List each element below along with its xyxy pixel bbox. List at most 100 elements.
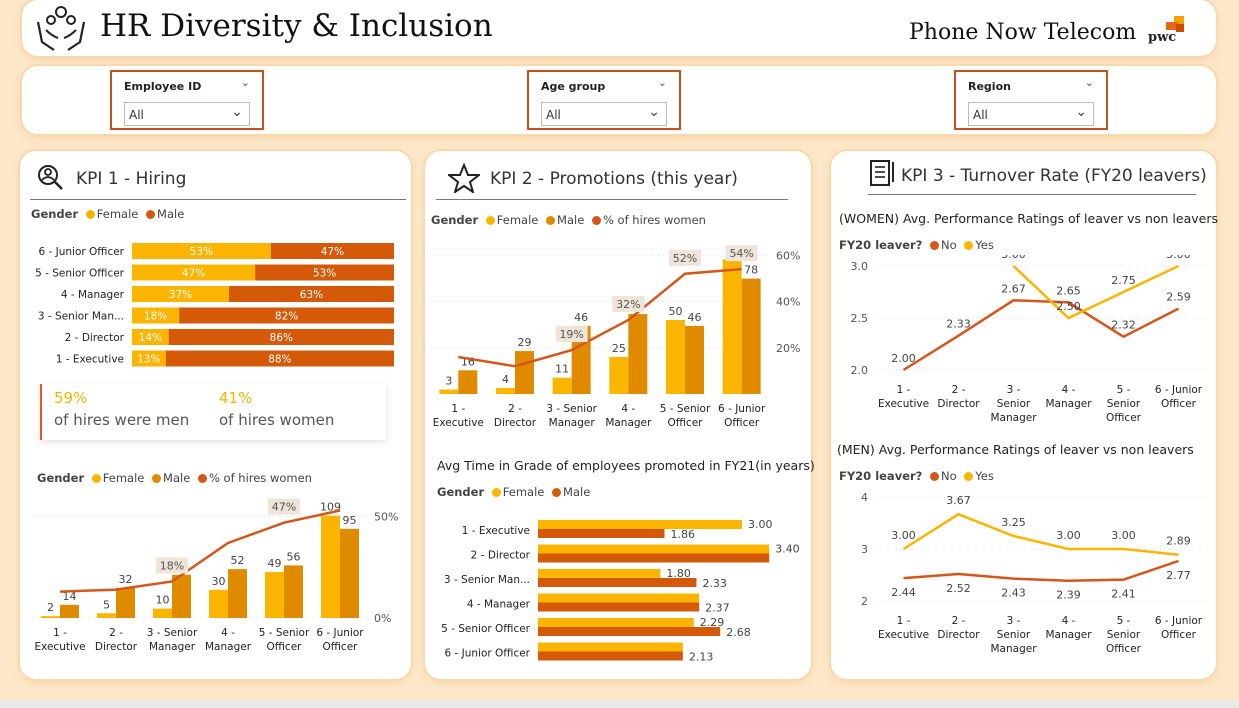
- male-bar: [741, 278, 761, 394]
- footer-strip: [0, 700, 1239, 708]
- yes-data-label: 3.67: [946, 494, 971, 507]
- divider: [868, 194, 1196, 195]
- line-data-label: 18%: [160, 559, 184, 572]
- avg-time-bar-chart: 1 - Executive 3.00 1.86 2 - Director 3.40 3 -…: [441, 518, 800, 664]
- female-data-label: 25: [612, 342, 626, 355]
- category-label: Officer: [323, 641, 359, 653]
- male-data-label: 86%: [270, 332, 293, 344]
- male-data-label: 53%: [313, 268, 336, 280]
- legend-pct-women: % of hires women: [602, 213, 706, 227]
- region-dropdown[interactable]: All ⌄: [968, 102, 1094, 126]
- no-data-label: 2.00: [891, 352, 916, 365]
- category-label: 5 - Senior: [259, 627, 310, 639]
- kpi1-legend: Gender Female Male: [31, 207, 184, 221]
- chevron-down-icon[interactable]: ⌄: [1075, 104, 1087, 120]
- male-bar: [538, 553, 770, 563]
- legend-no: No: [941, 469, 957, 483]
- yes-data-label: 2.89: [1166, 535, 1191, 548]
- yes-data-label: 3.00: [1111, 529, 1136, 542]
- legend-title: Gender: [31, 207, 79, 221]
- legend-no: No: [941, 238, 957, 252]
- employee-id-filter[interactable]: Employee ID ⌄ All ⌄: [110, 70, 264, 130]
- female-bar: [209, 589, 228, 618]
- female-data-label: 50: [669, 305, 683, 318]
- filter-value: All: [973, 108, 988, 122]
- y-tick-label: 3.0: [851, 260, 869, 273]
- region-filter[interactable]: Region ⌄ All ⌄: [954, 70, 1108, 130]
- male-bar: [628, 314, 648, 394]
- legend-male: Male: [157, 207, 185, 221]
- category-label: Manager: [990, 643, 1037, 655]
- male-bar: [172, 574, 191, 618]
- male-bar: [515, 351, 534, 394]
- male-bar: [168, 329, 394, 345]
- chevron-down-icon[interactable]: ⌄: [1084, 76, 1094, 89]
- category-label: Officer: [267, 641, 303, 653]
- yes-data-label: 3.00: [1166, 255, 1191, 261]
- women-hire-text: of hires women: [219, 411, 335, 429]
- category-label: Manager: [549, 417, 596, 429]
- y2-tick-label: 0%: [374, 612, 391, 625]
- avg-time-legend: Gender Female Male: [437, 485, 590, 499]
- female-data-label: 1.80: [666, 567, 691, 580]
- pwc-logo-text: pwc: [1148, 30, 1177, 45]
- category-label: Senior: [997, 629, 1031, 641]
- female-data-label: 47%: [182, 268, 205, 280]
- category-label: Officer: [1161, 629, 1197, 641]
- chevron-down-icon[interactable]: ⌄: [648, 104, 660, 120]
- female-data-label: 53%: [190, 246, 213, 258]
- category-label: 4 - Manager: [467, 599, 531, 611]
- male-bar: [116, 587, 135, 618]
- divider: [30, 199, 406, 200]
- female-bar: [496, 388, 515, 394]
- y2-tick-label: 60%: [776, 249, 800, 262]
- yes-series-line: [902, 512, 1179, 556]
- legend-female: Female: [496, 213, 539, 227]
- male-bar: [538, 602, 700, 612]
- age-group-dropdown[interactable]: All ⌄: [541, 102, 667, 126]
- y2-tick-label: 50%: [374, 511, 398, 524]
- kpi3-card: [831, 151, 1216, 679]
- no-data-label: 2.44: [891, 586, 916, 599]
- male-bar: [340, 528, 359, 618]
- category-label: 2 -: [952, 384, 966, 396]
- legend-female: Female: [102, 471, 145, 485]
- female-bar: [132, 329, 169, 345]
- category-label: 3 -: [1007, 615, 1021, 627]
- women-ratings-title: (WOMEN) Avg. Performance Ratings of leav…: [839, 211, 1218, 226]
- female-data-label: 11: [555, 363, 569, 376]
- category-label: 1 - Executive: [462, 525, 530, 537]
- no-data-label: 2.43: [1001, 587, 1026, 600]
- chevron-down-icon[interactable]: ⌄: [657, 76, 667, 89]
- female-bar: [132, 307, 180, 324]
- age-group-filter[interactable]: Age group ⌄ All ⌄: [527, 70, 681, 130]
- pct-women-dot-icon: [197, 474, 207, 483]
- filter-label: Employee ID: [124, 80, 202, 93]
- male-data-label: 88%: [268, 354, 291, 366]
- line-label-bg: [669, 249, 701, 266]
- male-bar: [458, 370, 478, 394]
- page-title: HR Diversity & Inclusion: [100, 8, 493, 44]
- legend-title: Gender: [431, 213, 479, 227]
- yes-data-label: 3.00: [891, 529, 916, 542]
- category-label: 4 - Manager: [61, 289, 125, 301]
- category-label: 5 -: [1117, 384, 1131, 396]
- employee-id-dropdown[interactable]: All ⌄: [124, 102, 250, 126]
- women-ratings-legend: FY20 leaver? No Yes: [839, 238, 994, 252]
- line-label-bg: [612, 296, 645, 312]
- legend-male: Male: [563, 485, 591, 499]
- chevron-down-icon[interactable]: ⌄: [231, 104, 243, 120]
- no-series-line: [903, 559, 1179, 582]
- no-data-label: 2.59: [1166, 291, 1191, 304]
- male-data-label: 82%: [275, 311, 298, 323]
- men-ratings-line-chart: 2 3 4 1 - Executive 2 - Director 3 - Senior Manag…: [861, 491, 1206, 655]
- chevron-down-icon[interactable]: ⌄: [240, 76, 250, 89]
- female-data-label: 3.00: [748, 518, 773, 531]
- category-label: Director: [494, 417, 537, 429]
- legend-female: Female: [96, 207, 139, 221]
- yes-data-label: 2.75: [1111, 274, 1136, 287]
- legend-male: Male: [557, 213, 585, 227]
- female-data-label: 10: [156, 594, 170, 607]
- kpi2-legend: Gender Female Male % of hires women: [431, 213, 706, 227]
